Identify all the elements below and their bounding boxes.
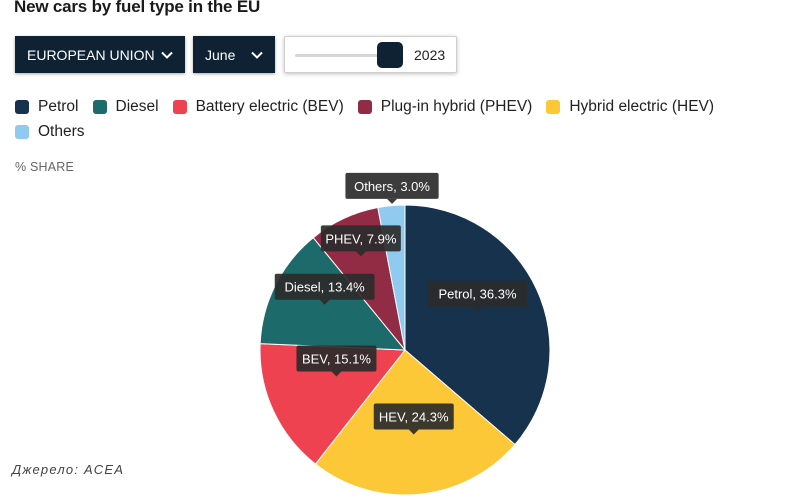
data-label-box — [427, 280, 528, 307]
data-label-text: BEV, 15.1% — [302, 351, 371, 366]
legend-swatch — [172, 99, 187, 114]
data-label-text: HEV, 24.3% — [379, 409, 449, 424]
chart-title: New cars by fuel type in the EU — [14, 0, 261, 16]
legend-item[interactable]: Others — [15, 122, 85, 141]
legend-item[interactable]: Plug-in hybrid (PHEV) — [357, 97, 533, 116]
legend-item[interactable]: Hybrid electric (HEV) — [546, 97, 714, 116]
data-label: Diesel, 13.4% — [274, 273, 375, 305]
legend-item[interactable]: Battery electric (BEV) — [172, 97, 344, 116]
data-label: PHEV, 7.9% — [320, 225, 401, 257]
data-label: Others, 3.0% — [345, 172, 439, 204]
data-label-pointer — [387, 198, 398, 204]
chevron-down-icon — [251, 51, 263, 59]
data-label-pointer — [472, 306, 483, 312]
legend-label: Petrol — [38, 97, 79, 115]
pie-slice[interactable] — [404, 204, 551, 446]
pie-slice[interactable] — [259, 343, 406, 465]
data-label: HEV, 24.3% — [373, 403, 454, 435]
year-slider[interactable]: 2023 — [284, 36, 457, 73]
data-label: BEV, 15.1% — [296, 345, 377, 377]
data-label-pointer — [319, 299, 330, 305]
chevron-down-icon — [161, 51, 173, 59]
legend-label: Plug-in hybrid (PHEV) — [380, 97, 533, 115]
legend-item[interactable]: Petrol — [15, 97, 79, 116]
data-label-box — [345, 172, 439, 199]
data-label-pointer — [355, 251, 366, 257]
chart-legend: Petrol Diesel Battery electric (BEV) Plug-i… — [15, 97, 775, 141]
data-label: Petrol, 36.3% — [427, 280, 528, 312]
legend-label: Battery electric (BEV) — [195, 97, 344, 115]
data-label-box — [373, 403, 454, 430]
data-label-pointer — [331, 371, 342, 377]
data-label-pointer — [408, 429, 419, 435]
data-label-text: PHEV, 7.9% — [325, 231, 397, 246]
source-note: Джерело: ACEA — [12, 462, 125, 477]
year-slider-thumb[interactable] — [376, 42, 403, 68]
legend-label: Others — [38, 122, 85, 140]
region-dropdown-label: EUROPEAN UNION — [27, 46, 155, 63]
legend-item[interactable]: Diesel — [92, 97, 159, 116]
year-slider-value: 2023 — [414, 47, 446, 63]
data-label-text: Petrol, 36.3% — [438, 287, 516, 302]
region-dropdown[interactable]: EUROPEAN UNION — [15, 36, 185, 73]
month-dropdown-label: June — [205, 46, 236, 63]
legend-swatch — [15, 124, 29, 139]
year-slider-track[interactable] — [295, 54, 399, 57]
legend-swatch — [15, 99, 29, 114]
legend-label: Hybrid electric (HEV) — [569, 97, 715, 115]
data-label-text: Diesel, 13.4% — [285, 280, 366, 295]
month-dropdown[interactable]: June — [193, 36, 275, 73]
legend-swatch — [546, 99, 561, 114]
data-label-box — [274, 273, 375, 300]
data-label-box — [296, 345, 377, 372]
unit-label: % SHARE — [15, 160, 75, 174]
data-label-text: Others, 3.0% — [354, 179, 430, 194]
legend-swatch — [92, 99, 107, 114]
legend-label: Diesel — [115, 97, 159, 115]
data-label-box — [320, 225, 401, 252]
legend-swatch — [357, 99, 372, 114]
